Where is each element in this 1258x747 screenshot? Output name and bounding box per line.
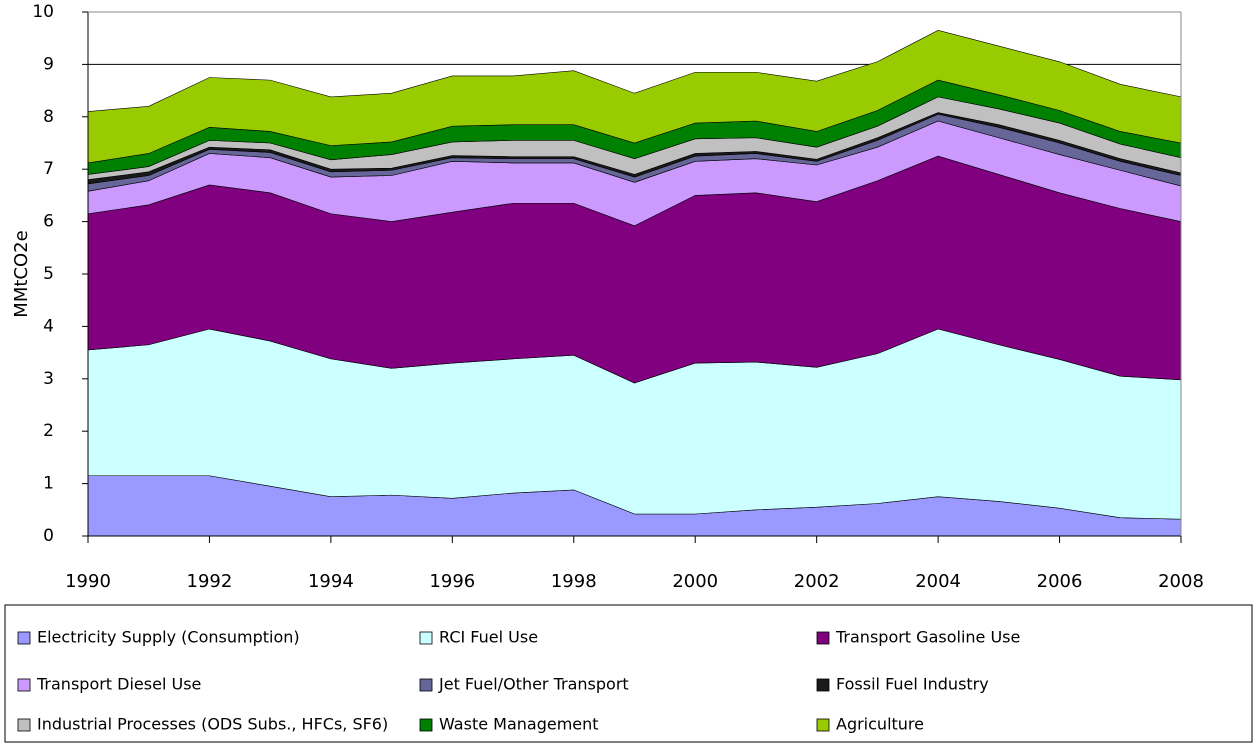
legend-swatch xyxy=(816,718,830,732)
x-tick-label: 2006 xyxy=(1037,571,1083,592)
legend-swatch xyxy=(816,678,830,692)
legend-label: Industrial Processes (ODS Subs., HFCs, S… xyxy=(37,715,388,734)
y-tick-label: 8 xyxy=(43,107,54,127)
legend-swatch xyxy=(419,678,433,692)
legend-label: Jet Fuel/Other Transport xyxy=(438,675,629,694)
x-tick-label: 2002 xyxy=(794,571,840,592)
x-tick-label: 1994 xyxy=(308,571,354,592)
y-tick-label: 10 xyxy=(32,2,54,22)
legend-label: RCI Fuel Use xyxy=(439,628,538,647)
y-tick-label: 6 xyxy=(43,212,54,232)
y-tick-label: 0 xyxy=(43,526,54,546)
y-tick-label: 3 xyxy=(43,369,54,389)
legend-swatch xyxy=(419,631,433,645)
x-tick-label: 1990 xyxy=(65,571,111,592)
x-tick-label: 1998 xyxy=(551,571,597,592)
legend-label: Fossil Fuel Industry xyxy=(836,675,989,694)
legend-swatch xyxy=(17,631,31,645)
legend-swatch xyxy=(419,718,433,732)
y-tick-label: 7 xyxy=(43,159,54,179)
legend-label: Transport Gasoline Use xyxy=(835,628,1020,647)
x-tick-label: 1996 xyxy=(429,571,475,592)
x-tick-label: 1992 xyxy=(187,571,233,592)
y-tick-label: 2 xyxy=(43,421,54,441)
y-axis-label: MMtCO2e xyxy=(11,230,32,317)
y-tick-label: 1 xyxy=(43,474,54,494)
legend-label: Electricity Supply (Consumption) xyxy=(37,628,300,647)
x-tick-label: 2008 xyxy=(1158,571,1204,592)
legend-swatch xyxy=(17,718,31,732)
y-tick-label: 5 xyxy=(43,264,54,284)
y-tick-label: 4 xyxy=(43,316,54,336)
legend-swatch xyxy=(17,678,31,692)
legend-label: Agriculture xyxy=(836,715,924,734)
legend-box xyxy=(4,604,1253,743)
legend-swatch xyxy=(816,631,830,645)
x-tick-label: 2000 xyxy=(672,571,718,592)
legend-label: Transport Diesel Use xyxy=(36,675,201,694)
y-tick-label: 9 xyxy=(43,54,54,74)
x-tick-label: 2004 xyxy=(915,571,961,592)
legend-label: Waste Management xyxy=(439,715,599,734)
